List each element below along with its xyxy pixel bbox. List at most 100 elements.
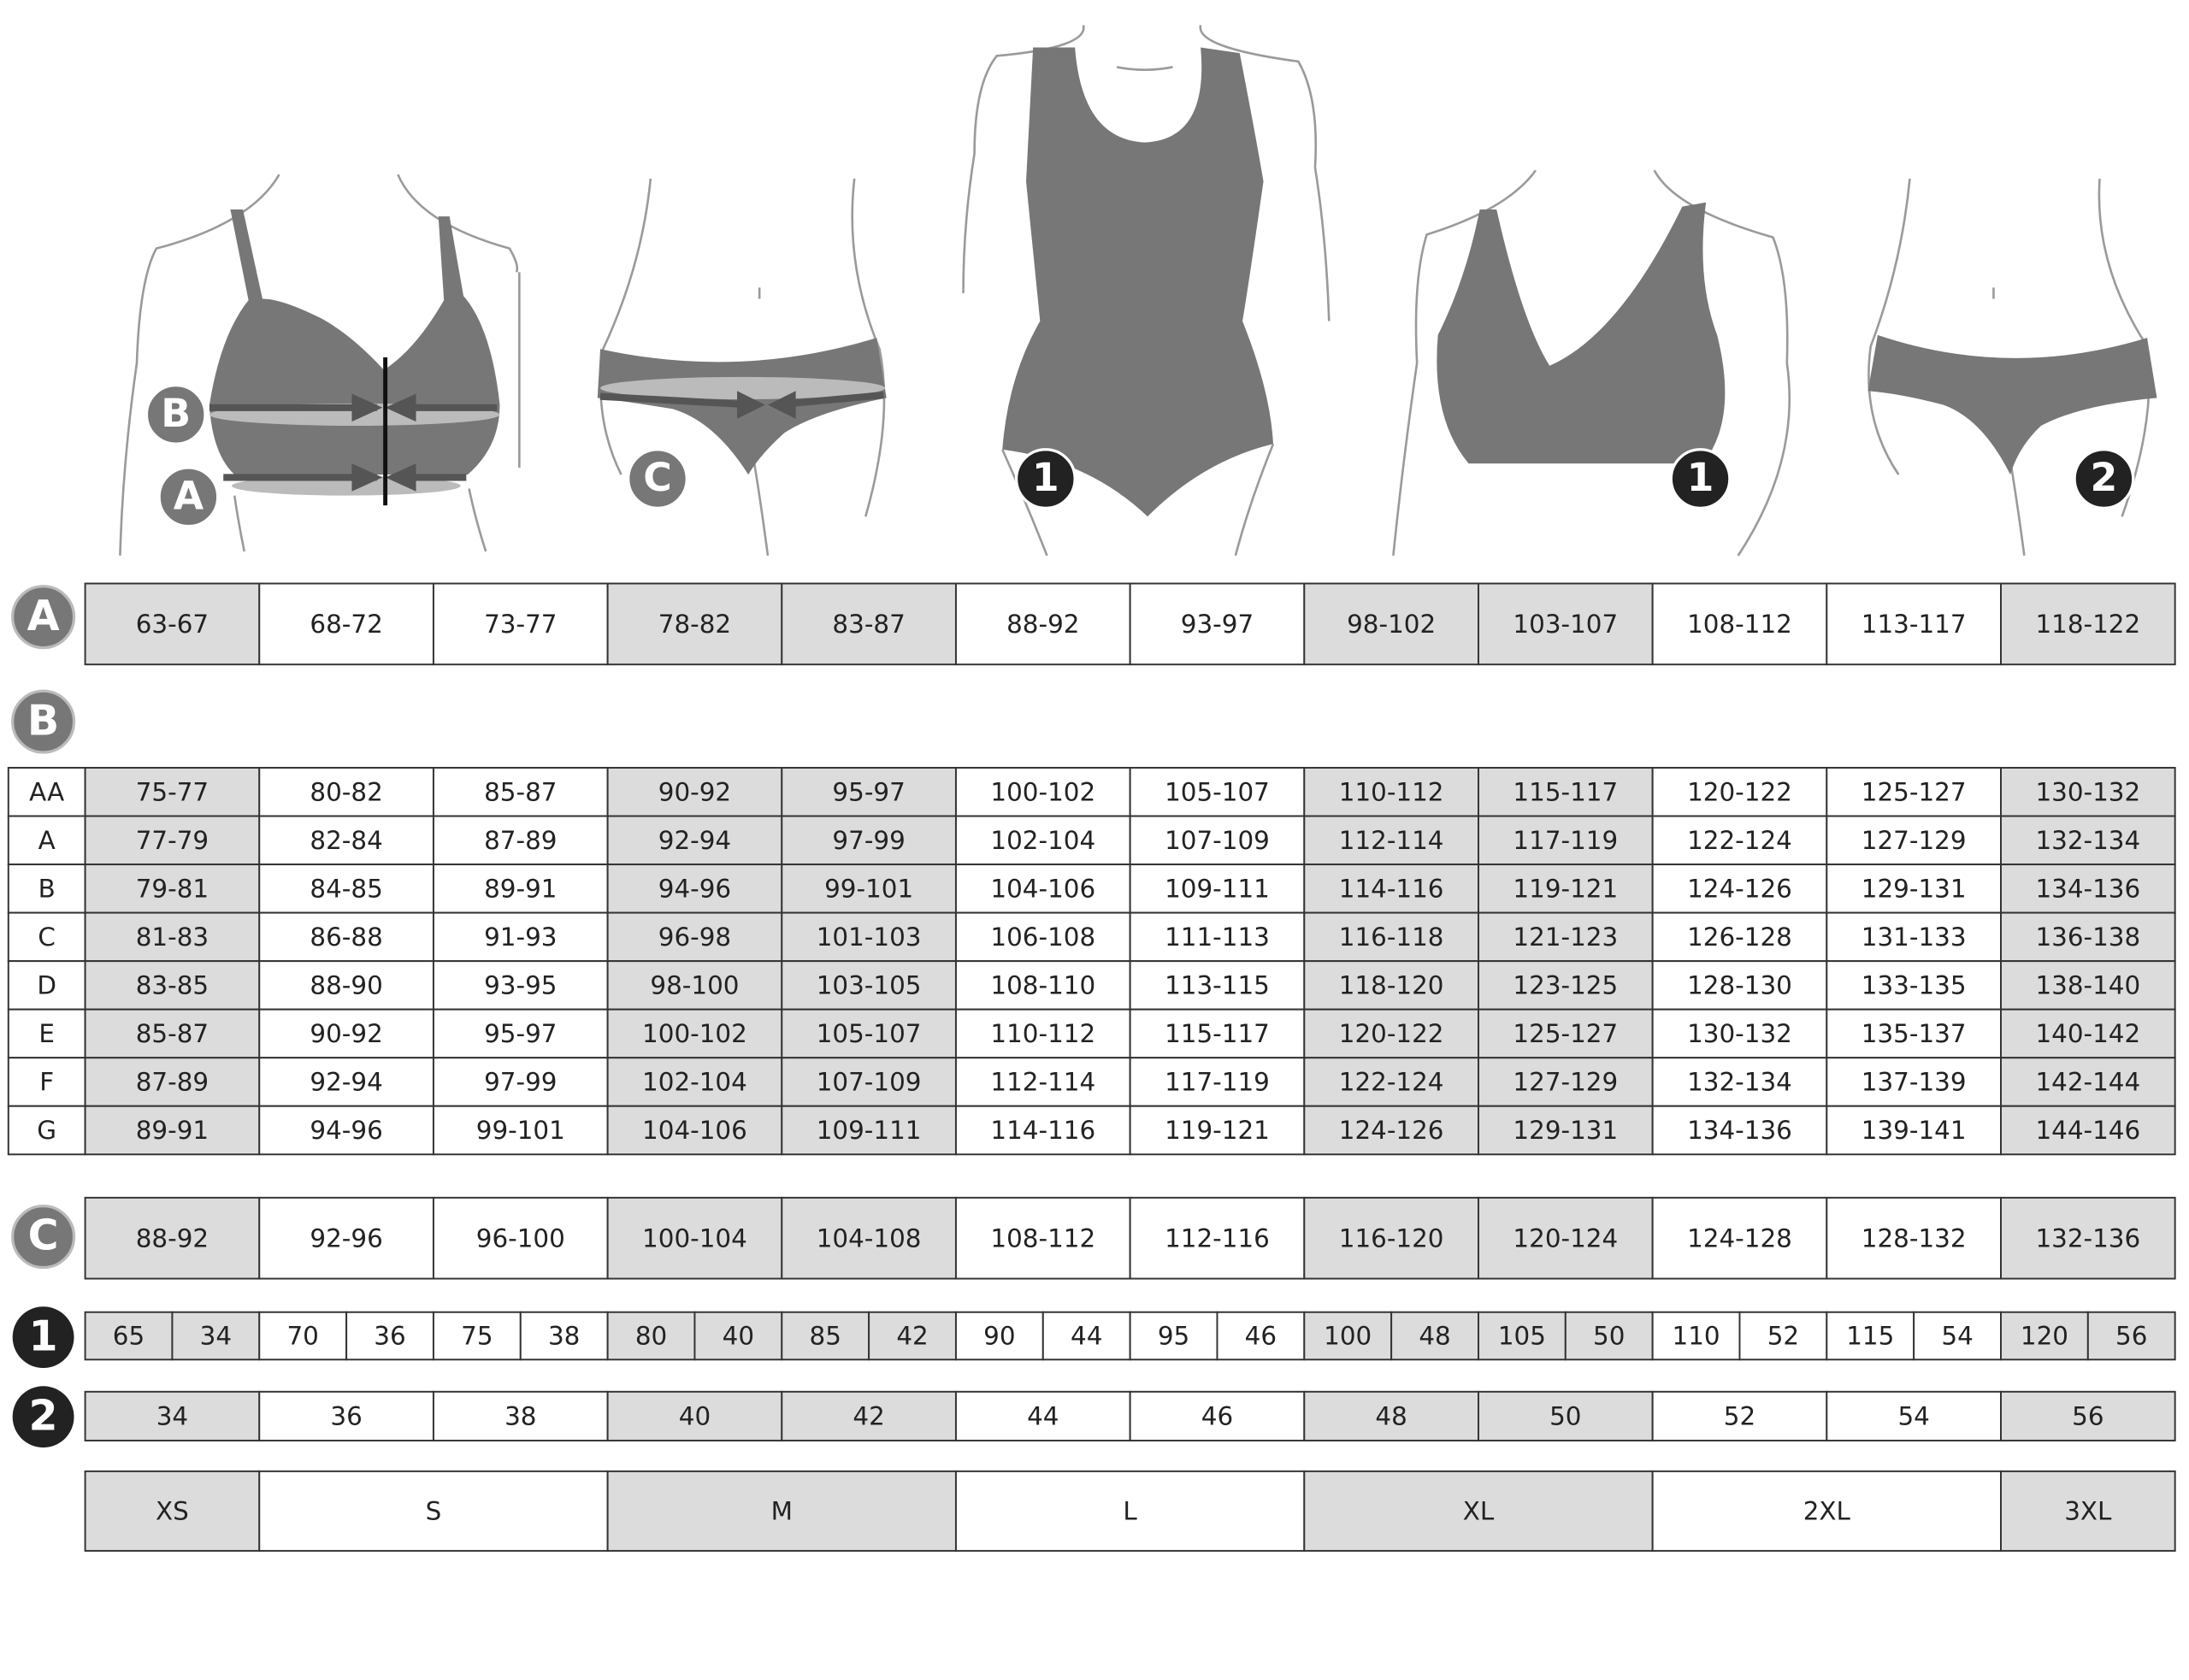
size-1-cell: 52 — [1767, 1322, 1799, 1351]
row-badge-label: A — [27, 592, 60, 640]
size-2-cell: 36 — [330, 1402, 362, 1431]
table-cell — [1216, 1311, 1306, 1361]
body-outline — [397, 174, 521, 468]
bust-cell: 114-116 — [990, 1116, 1095, 1145]
bust-cell: 130-132 — [1687, 1019, 1792, 1048]
size-1-cell: 54 — [1941, 1322, 1973, 1351]
bust-cell: 98-100 — [650, 971, 739, 1000]
bust-cell: 91-93 — [484, 923, 557, 952]
size-1-cell: 100 — [1324, 1322, 1372, 1351]
table-cell — [1651, 911, 1828, 963]
size-label: XS — [156, 1497, 189, 1526]
size-1-cell: 34 — [200, 1322, 232, 1351]
bust-cell: 94-96 — [658, 874, 731, 903]
table-cell — [1564, 1311, 1654, 1361]
bust-cell: 109-111 — [817, 1116, 922, 1145]
bust-cell: 77-79 — [136, 826, 209, 855]
bust-cell: 129-131 — [1513, 1116, 1618, 1145]
bust-cell: 95-97 — [832, 777, 905, 806]
bust-cell: 126-128 — [1687, 923, 1792, 952]
bust-cell: 102-104 — [642, 1068, 747, 1097]
bust-cell: 110-112 — [1339, 777, 1444, 806]
cup-label: C — [38, 923, 56, 952]
bust-cell: 87-89 — [484, 826, 557, 855]
size-1-cell: 115 — [1846, 1322, 1894, 1351]
table-cell — [7, 1057, 86, 1107]
table-cell — [519, 1311, 609, 1361]
table-cell — [84, 1105, 261, 1156]
bust-cell: 103-105 — [817, 971, 922, 1000]
table-cell — [1826, 1057, 2002, 1107]
table-cell — [432, 815, 609, 866]
table-cell — [1303, 1196, 1479, 1280]
table-cell — [84, 1057, 261, 1107]
table-cell — [606, 1311, 696, 1361]
bust-cell: 131-133 — [1862, 923, 1967, 952]
bust-cell: 96-98 — [658, 923, 731, 952]
bust-cell: 82-84 — [310, 826, 382, 855]
table-cell — [7, 911, 86, 963]
table-cell — [1651, 864, 1828, 914]
cup-label: G — [37, 1116, 56, 1145]
table-cell — [84, 911, 261, 963]
bust-cell: 108-110 — [990, 971, 1095, 1000]
table-cell — [84, 1470, 261, 1552]
cup-label: AA — [29, 777, 64, 806]
size-1-cell: 120 — [2021, 1322, 2068, 1351]
bust-cell: 99-101 — [476, 1116, 565, 1145]
hip-cell: 124-128 — [1687, 1223, 1792, 1253]
bust-cell: 129-131 — [1862, 874, 1967, 903]
row-badge — [12, 1386, 74, 1448]
row-badge — [11, 689, 76, 754]
bust-cell: 112-114 — [990, 1068, 1095, 1097]
table-cell — [432, 960, 609, 1011]
size-1-cell: 38 — [548, 1322, 580, 1351]
bust-cell: 120-122 — [1339, 1019, 1444, 1048]
hip-cell: 96-100 — [476, 1223, 565, 1253]
size-1-cell: 44 — [1071, 1322, 1102, 1351]
figure-badge — [2073, 448, 2135, 510]
table-cell — [781, 864, 957, 914]
bust-cell: 125-127 — [1862, 777, 1967, 806]
body-outline — [599, 178, 886, 557]
bust-cell: 134-136 — [2035, 874, 2140, 903]
table-cell — [258, 1196, 434, 1280]
table-cell — [84, 582, 261, 666]
size-1-cell: 110 — [1673, 1322, 1720, 1351]
size-2-cell: 34 — [156, 1402, 188, 1431]
bust-cell: 119-121 — [1165, 1116, 1270, 1145]
underbust-cell: 88-92 — [1006, 610, 1079, 639]
bust-cell: 94-96 — [310, 1116, 382, 1145]
table-cell — [954, 767, 1131, 817]
bust-cell: 107-109 — [1165, 826, 1270, 855]
underbust-cell: 98-102 — [1347, 610, 1436, 639]
bust-cell: 83-85 — [136, 971, 209, 1000]
table-cell — [2000, 1390, 2176, 1441]
table-cell — [345, 1311, 434, 1361]
table-cell — [2000, 911, 2176, 963]
table-cell — [1826, 1196, 2002, 1280]
table-cell — [1651, 1470, 2002, 1552]
table-cell — [606, 815, 783, 866]
table-cell — [1651, 1390, 1828, 1441]
table-cell — [1303, 864, 1479, 914]
table-cell — [2000, 1057, 2176, 1107]
bust-cell: 135-137 — [1862, 1019, 1967, 1048]
underbust-cell: 93-97 — [1181, 610, 1254, 639]
table-cell — [1826, 767, 2002, 817]
size-1-cell: 80 — [635, 1322, 667, 1351]
bra — [1437, 202, 1726, 464]
table-cell — [1738, 1311, 1828, 1361]
row-badge-label: 1 — [29, 1312, 58, 1360]
table-cell — [1478, 1196, 1654, 1280]
figure-badge-label: A — [174, 473, 204, 518]
size-1-cell: 56 — [2115, 1322, 2147, 1351]
table-cell — [606, 911, 783, 963]
table-cell — [1303, 1470, 1654, 1552]
bra — [209, 209, 500, 475]
table-cell — [1651, 1311, 1741, 1361]
table-cell — [1303, 582, 1479, 666]
table-cell — [1478, 1008, 1654, 1059]
table-cell — [258, 1311, 348, 1361]
hip-cell: 112-116 — [1165, 1223, 1270, 1253]
